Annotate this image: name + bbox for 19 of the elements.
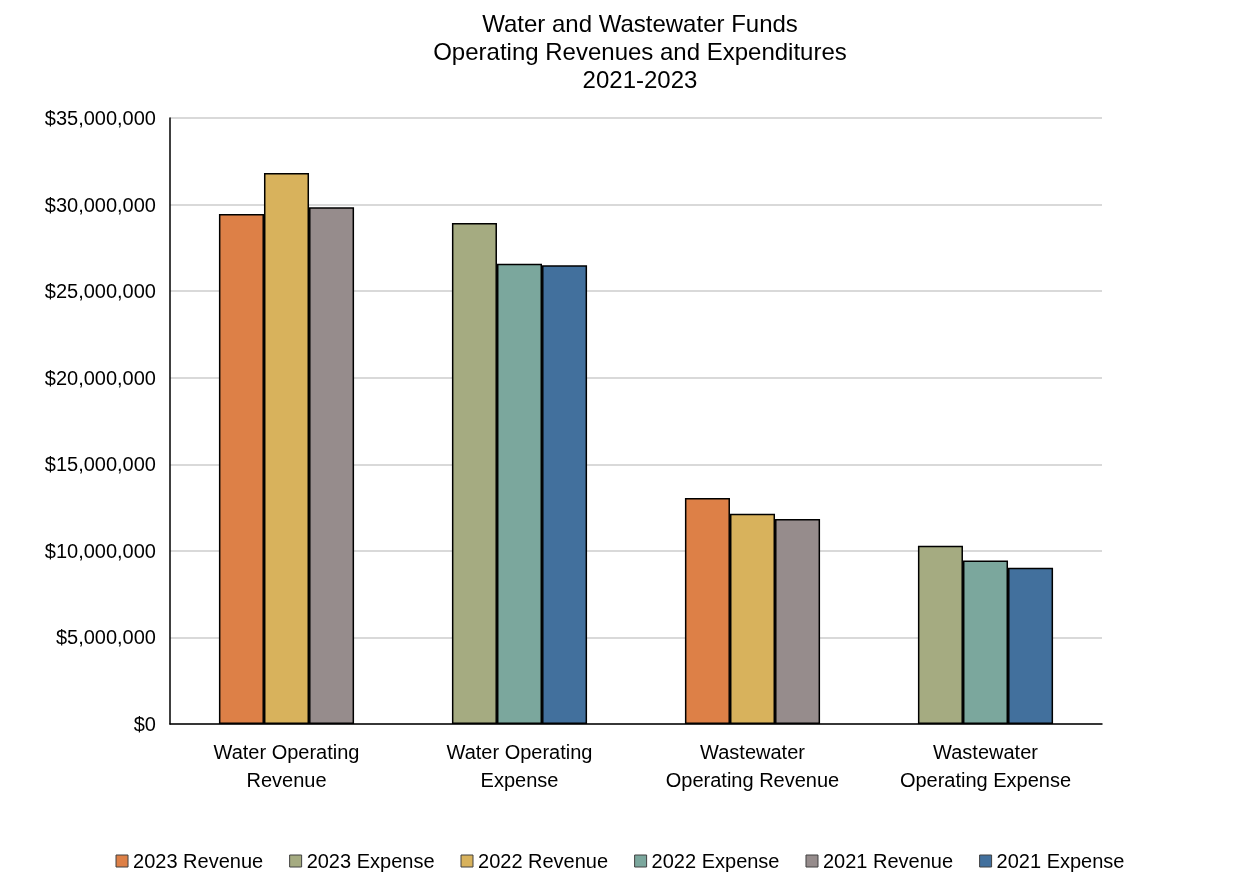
y-tick-label: $10,000,000: [44, 539, 156, 562]
legend-label: 2021 Revenue: [822, 850, 954, 872]
y-tick-label: $5,000,000: [55, 626, 156, 649]
x-tick-label: Water Operating Revenue: [213, 741, 360, 791]
legend-label: 2023 Revenue: [133, 850, 264, 872]
x-tick-label: Wastewater Operating Expense: [899, 741, 1072, 791]
y-tick-label: $30,000,000: [44, 193, 156, 216]
legend-label: 2023 Expense: [306, 850, 435, 872]
legend-label: 2022 Revenue: [478, 850, 609, 872]
y-tick-label: $0: [133, 713, 156, 735]
legend-label: 2022 Expense: [651, 850, 780, 872]
x-tick-label: Wastewater Operating Revenue: [665, 741, 840, 791]
y-tick-label: $35,000,000: [44, 107, 156, 129]
y-tick-label: $25,000,000: [44, 280, 156, 303]
chart-title: Water and Wastewater Funds Operating Revenues and Expenditures 2021-2023: [433, 9, 847, 93]
legend-label: 2021 Expense: [996, 850, 1125, 872]
x-tick-label: Water Operating Expense: [446, 741, 593, 791]
y-tick-label: $20,000,000: [44, 366, 156, 389]
y-tick-label: $15,000,000: [44, 453, 156, 476]
